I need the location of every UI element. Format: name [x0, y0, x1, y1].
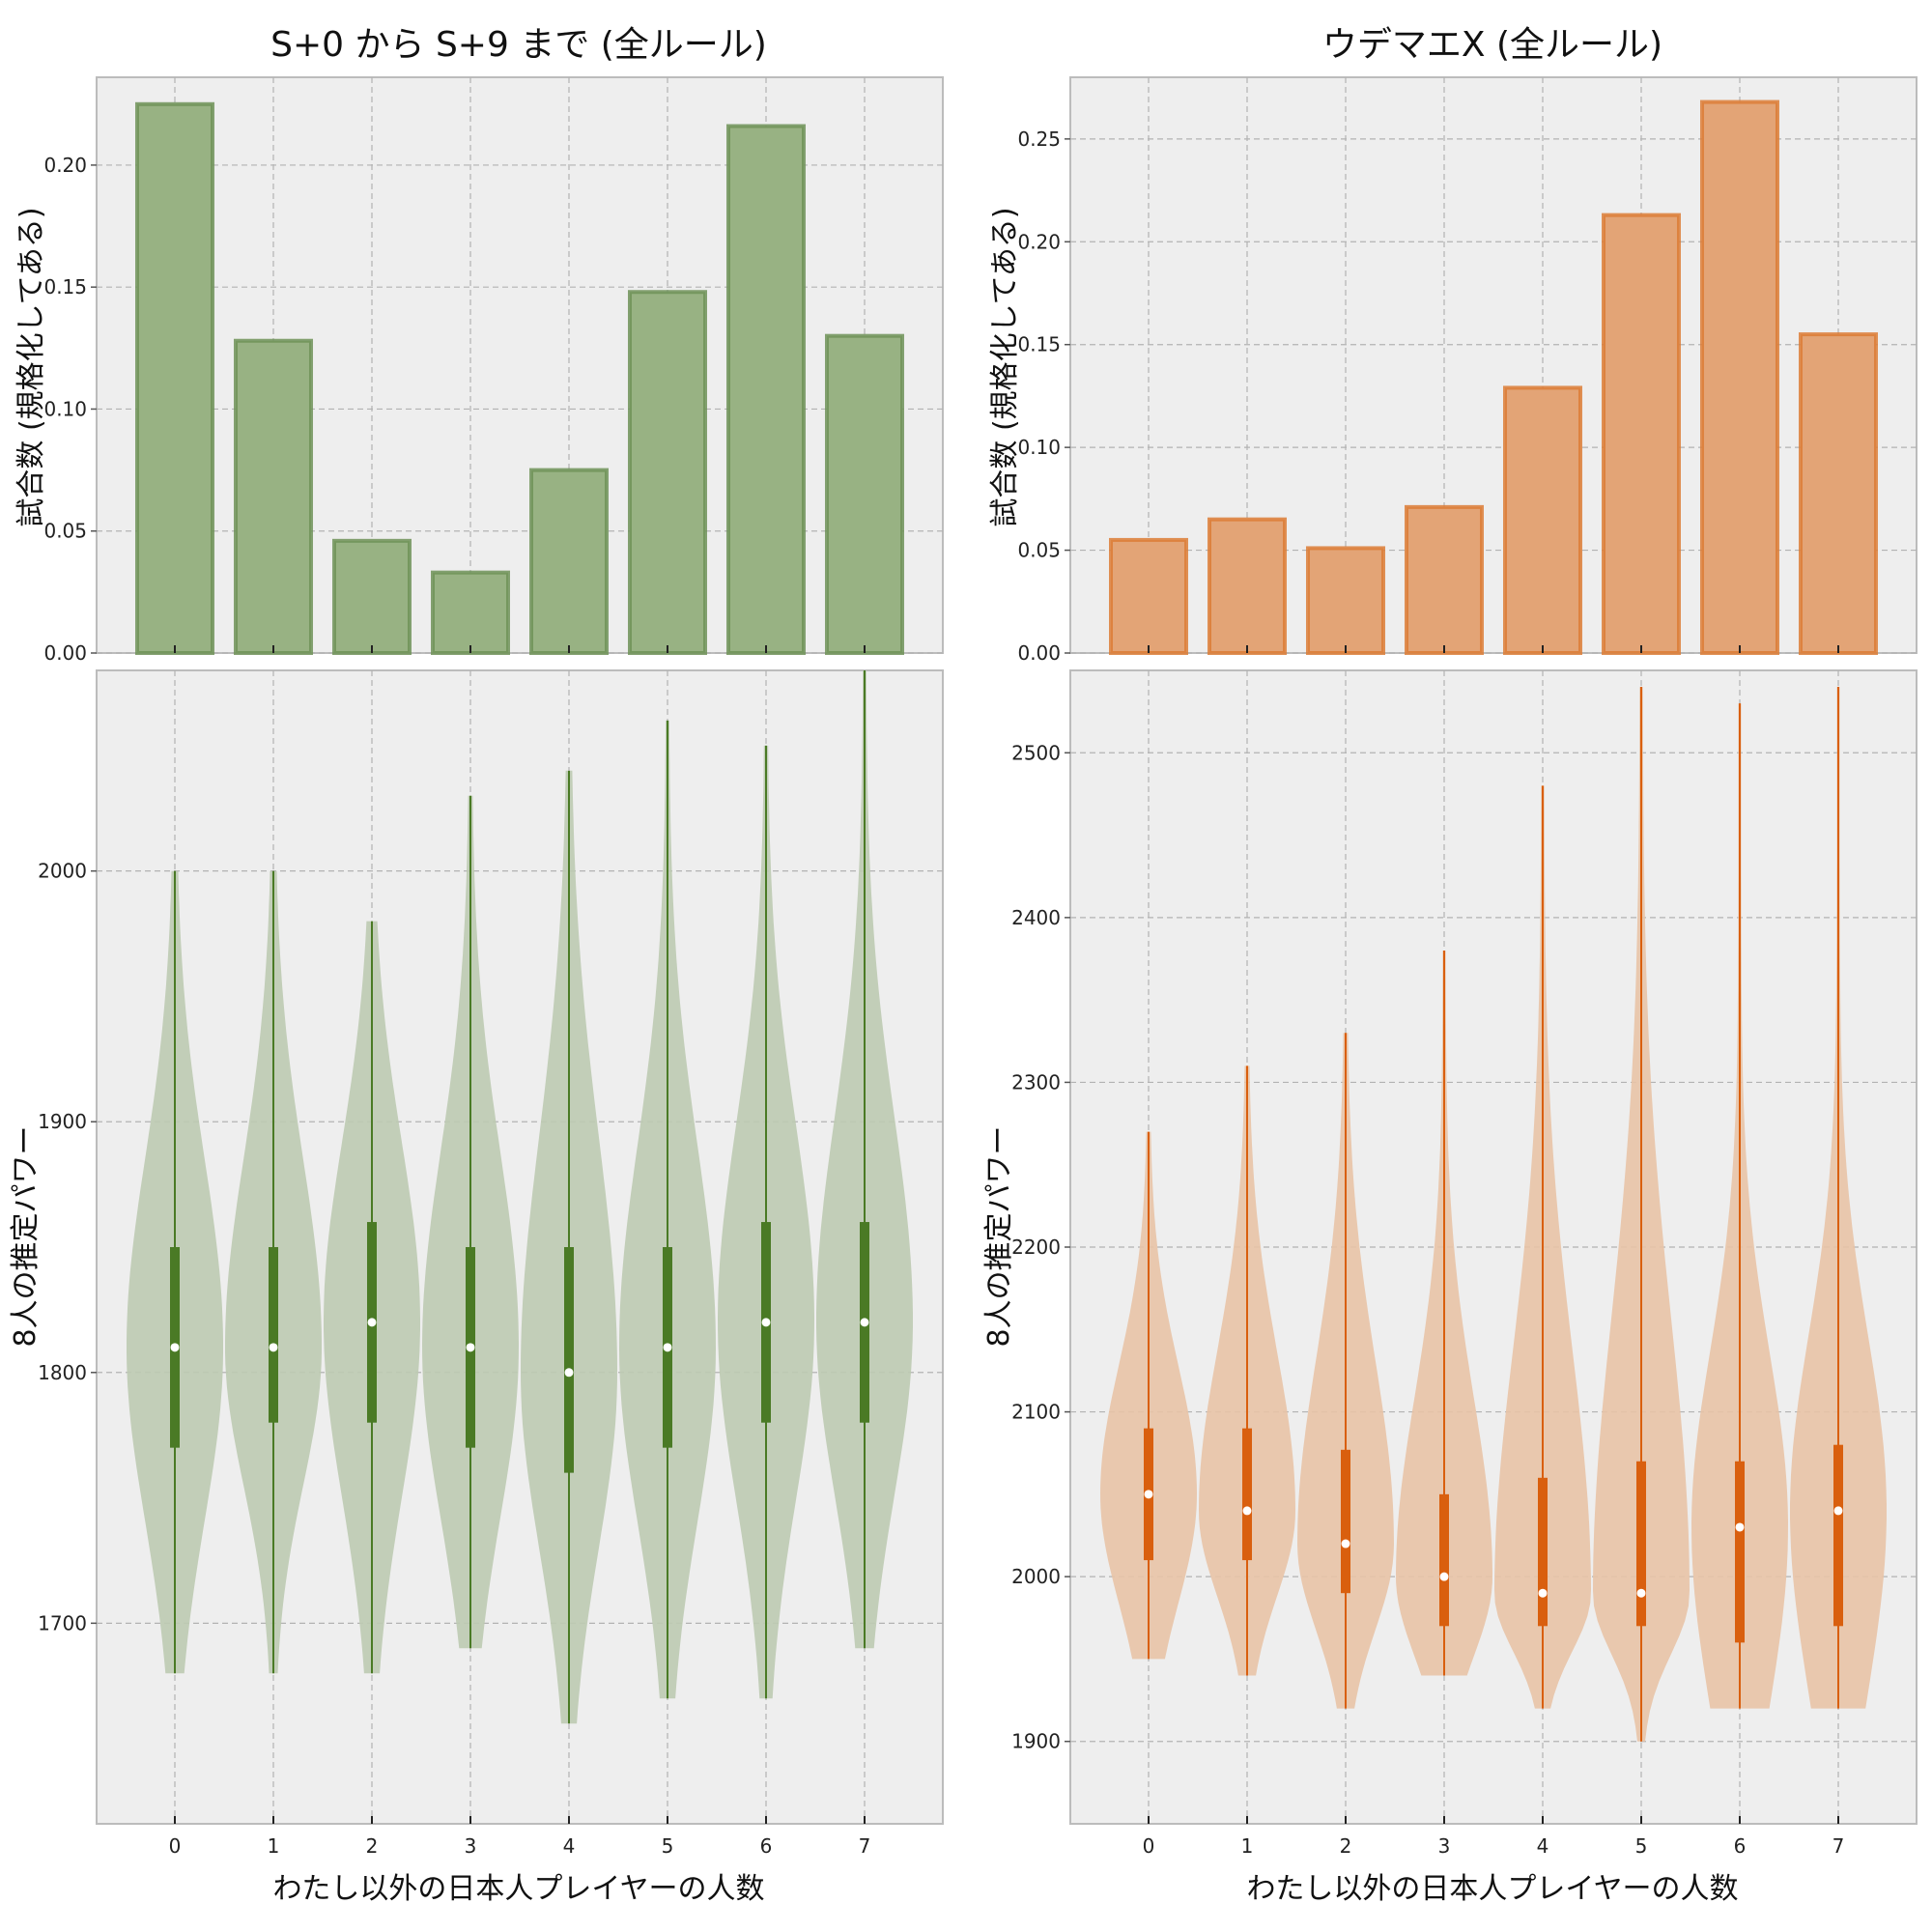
xlabel-left: わたし以外の日本人プレイヤーの人数	[272, 1872, 764, 1906]
x-tick-label: 7	[859, 1834, 871, 1858]
violin-median	[1735, 1522, 1745, 1532]
violin-iqr-box	[564, 1247, 574, 1473]
bar	[135, 101, 214, 655]
y-tick-label: 0.10	[1017, 436, 1061, 459]
violin-median	[367, 1318, 377, 1327]
panel-0: 0.00 0.05 0.10 0.15 0.20	[43, 76, 944, 665]
x-tick-label: 3	[465, 1834, 477, 1858]
violin-median	[1144, 1490, 1153, 1499]
bar	[1306, 546, 1385, 656]
y-tick-label: 2400	[1011, 906, 1061, 929]
bar	[332, 538, 412, 655]
y-tick-label: 0.00	[43, 641, 87, 665]
bar	[726, 124, 806, 655]
panel-1: 0.00 0.05 0.10 0.15 0.20 0.25	[1017, 76, 1918, 665]
violin-median	[860, 1318, 869, 1327]
y-tick-label: 0.05	[43, 520, 87, 543]
violin-median	[761, 1318, 771, 1327]
y-tick-label: 2200	[1011, 1236, 1061, 1259]
x-tick-label: 6	[760, 1834, 773, 1858]
x-tick-label: 0	[1143, 1834, 1155, 1858]
y-tick-label: 0.10	[43, 397, 87, 420]
bar	[234, 338, 313, 655]
ylabel-bottom-left: 8人の推定パワー	[9, 1125, 43, 1347]
violin-median	[564, 1368, 574, 1378]
violin-median	[170, 1343, 180, 1352]
violin-median	[1242, 1506, 1252, 1516]
bar	[1700, 99, 1779, 656]
panel-3: 1900 2000 2100 2200 2300 2400 2500 0 1 2 3 4 5 6 7	[1011, 669, 1918, 1858]
y-tick-label: 0.25	[1017, 128, 1061, 151]
y-tick-label: 1900	[38, 1110, 87, 1133]
panel-2: 1700 1800 1900 2000 0 1 2 3 4 5 6 7	[38, 669, 944, 1858]
y-tick-label: 2300	[1011, 1070, 1061, 1094]
y-tick-label: 0.05	[1017, 539, 1061, 562]
plot-area	[96, 76, 944, 654]
y-tick-label: 1900	[1011, 1730, 1061, 1753]
x-tick-label: 4	[1537, 1834, 1549, 1858]
bar	[529, 468, 609, 656]
ylabel-top-left: 試合数 (規格化してある)	[14, 207, 48, 526]
violin-median	[1636, 1588, 1646, 1598]
x-tick-label: 7	[1833, 1834, 1845, 1858]
plot-area	[96, 669, 944, 1825]
x-tick-label: 4	[563, 1834, 576, 1858]
y-tick-label: 0.15	[43, 275, 87, 298]
x-tick-label: 0	[169, 1834, 182, 1858]
y-tick-label: 2000	[1011, 1565, 1061, 1588]
violin-iqr-box	[1735, 1461, 1745, 1643]
ylabel-bottom-right: 8人の推定パワー	[982, 1125, 1016, 1347]
violin-median	[269, 1343, 278, 1352]
violin-iqr-box	[269, 1247, 278, 1423]
bar	[1109, 537, 1188, 656]
bar	[825, 333, 904, 655]
y-tick-label: 2500	[1011, 741, 1061, 764]
x-tick-label: 1	[1241, 1834, 1254, 1858]
bar	[1503, 385, 1582, 655]
xlabel-right: わたし以外の日本人プレイヤーの人数	[1246, 1872, 1738, 1906]
y-tick-label: 2000	[38, 860, 87, 883]
x-tick-label: 2	[366, 1834, 379, 1858]
bar	[431, 570, 510, 655]
bar	[1602, 213, 1681, 655]
bar	[1799, 332, 1878, 655]
plot-area	[1069, 76, 1918, 654]
y-tick-label: 0.20	[1017, 230, 1061, 253]
violin-iqr-box	[1242, 1428, 1252, 1561]
y-tick-label: 2100	[1011, 1401, 1061, 1424]
y-tick-label: 0.00	[1017, 641, 1061, 665]
y-tick-label: 0.15	[1017, 333, 1061, 356]
violin-median	[1538, 1588, 1548, 1598]
y-tick-label: 1700	[38, 1611, 87, 1634]
violin-median	[1341, 1539, 1350, 1548]
y-tick-label: 1800	[38, 1361, 87, 1384]
x-tick-label: 1	[268, 1834, 280, 1858]
x-tick-label: 5	[1635, 1834, 1648, 1858]
violin-iqr-box	[1341, 1449, 1350, 1594]
violin-median	[466, 1343, 475, 1352]
title-left: S+0 から S+9 まで (全ルール)	[270, 25, 767, 65]
y-tick-label: 0.20	[43, 154, 87, 177]
violin-iqr-box	[1439, 1493, 1449, 1627]
x-tick-label: 2	[1340, 1834, 1352, 1858]
x-tick-label: 5	[662, 1834, 674, 1858]
bar	[628, 290, 707, 655]
x-tick-label: 3	[1438, 1834, 1451, 1858]
violin-median	[1833, 1506, 1843, 1516]
violin-iqr-box	[1636, 1461, 1646, 1627]
x-tick-label: 6	[1734, 1834, 1747, 1858]
title-right: ウデマエX (全ルール)	[1322, 25, 1662, 65]
violin-iqr-box	[1538, 1477, 1548, 1627]
violin-iqr-box	[1833, 1444, 1843, 1627]
bar	[1208, 517, 1287, 656]
ylabel-top-right: 試合数 (規格化してある)	[988, 207, 1022, 526]
violin-median	[1439, 1572, 1449, 1581]
violin-median	[663, 1343, 672, 1352]
bar	[1405, 504, 1484, 655]
